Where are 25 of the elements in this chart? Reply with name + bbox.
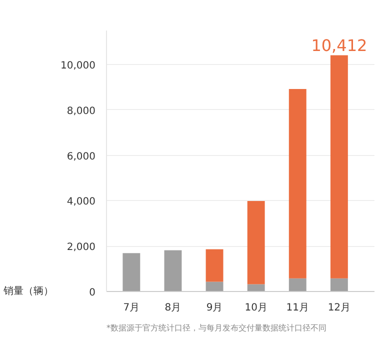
- y-tick-label: 4,000: [66, 196, 96, 208]
- y-tick-label: 10,000: [60, 60, 96, 72]
- bar: [247, 284, 265, 292]
- y-tick-label: 0: [89, 288, 96, 298]
- x-tick-label: 11月: [286, 302, 310, 314]
- bar: [288, 89, 306, 278]
- bar: [330, 55, 348, 278]
- bar: [206, 249, 224, 282]
- y-tick-label: 6,000: [66, 151, 96, 162]
- y-tick-label: 2,000: [66, 242, 96, 254]
- annotation: 10,412: [311, 36, 368, 56]
- x-tick-label: 12月: [328, 302, 351, 314]
- x-tick-label: 10月: [244, 302, 268, 314]
- bar: [206, 282, 224, 292]
- y-tick-label: 8,000: [66, 106, 96, 117]
- text: *数据源于官方统计口径，与每月发布交付量数据统计口径不同: [106, 324, 326, 332]
- bar: [164, 250, 182, 292]
- x-tick-label: 8月: [164, 302, 182, 314]
- x-tick-label: 7月: [123, 302, 140, 314]
- bar: [330, 278, 348, 292]
- y-axis-title: 销量（辆）: [2, 285, 54, 297]
- bar: [122, 253, 140, 292]
- bar: [247, 200, 265, 284]
- x-tick-label: 9月: [206, 302, 223, 314]
- bar: [288, 278, 306, 292]
